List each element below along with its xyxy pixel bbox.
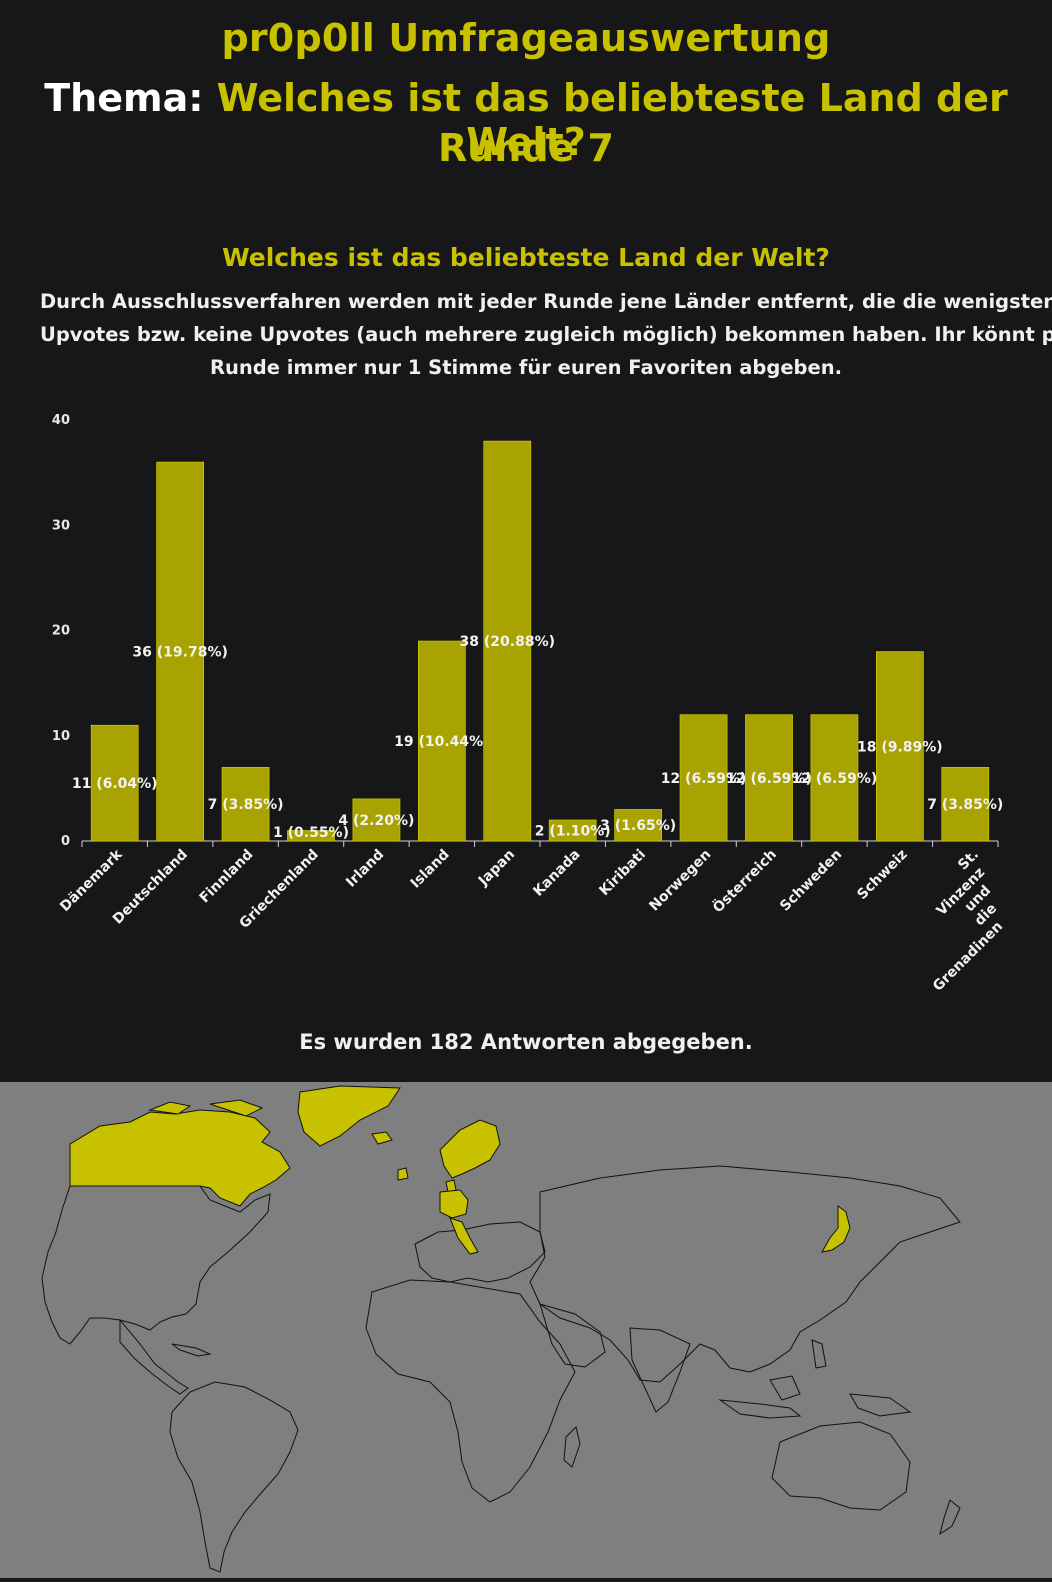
map-philippines bbox=[811, 1339, 827, 1369]
category-label: Finnland bbox=[197, 847, 257, 907]
round-label: Runde 7 bbox=[437, 126, 614, 170]
bar bbox=[876, 651, 924, 842]
data-label: 7 (3.85%) bbox=[927, 797, 1003, 813]
data-label: 3 (1.65%) bbox=[600, 818, 676, 834]
description-line: Upvotes bzw. keine Upvotes (auch mehrere… bbox=[40, 323, 1052, 346]
bar bbox=[483, 440, 532, 842]
map-canadian-arctic bbox=[148, 1099, 264, 1117]
map-madagascar bbox=[563, 1426, 581, 1468]
bar bbox=[418, 640, 466, 842]
category-label-text: Kanada bbox=[530, 847, 583, 900]
bar bbox=[156, 461, 204, 842]
map-asia bbox=[529, 1165, 961, 1383]
category-label-text: Schweiz bbox=[854, 847, 910, 903]
data-label: 19 (10.44%) bbox=[394, 734, 489, 750]
map-caribbean bbox=[171, 1343, 212, 1357]
y-tick-label: 10 bbox=[52, 729, 70, 744]
chart-title: Welches ist das beliebteste Land der Wel… bbox=[222, 243, 830, 272]
data-label: 12 (6.59%) bbox=[661, 771, 747, 787]
chart-description: Durch Ausschlussverfahren werden mit jed… bbox=[40, 285, 1052, 384]
world-map bbox=[0, 1082, 1052, 1578]
category-label: Japan bbox=[475, 847, 518, 890]
data-label: 18 (9.89%) bbox=[857, 739, 943, 755]
category-label-text: Kiribati bbox=[596, 847, 649, 900]
bar bbox=[90, 724, 139, 842]
data-label: 4 (2.20%) bbox=[338, 813, 414, 829]
category-label: Irland bbox=[343, 847, 387, 891]
bar bbox=[810, 714, 859, 842]
data-label: 7 (3.85%) bbox=[208, 797, 284, 813]
data-label: 1 (0.55%) bbox=[273, 825, 349, 841]
map-india bbox=[629, 1327, 691, 1413]
category-label-text: Norwegen bbox=[646, 847, 714, 915]
topic-line: Thema: Welches ist das beliebteste Land … bbox=[0, 76, 1052, 164]
map-arabia bbox=[539, 1303, 606, 1368]
category-label: Österreich bbox=[709, 845, 780, 916]
map-ireland bbox=[397, 1167, 409, 1181]
map-europe bbox=[414, 1221, 546, 1283]
category-label-text: Irland bbox=[343, 847, 387, 891]
bar bbox=[548, 819, 597, 842]
topic-text: Welches ist das beliebteste Land der Wel… bbox=[216, 76, 1008, 164]
category-label-line: Grenadinen bbox=[930, 919, 1006, 995]
map-new-zealand bbox=[939, 1499, 961, 1536]
map-greenland bbox=[297, 1085, 401, 1147]
map-canada bbox=[69, 1109, 291, 1207]
data-label: 38 (20.88%) bbox=[460, 634, 555, 650]
y-tick-label: 20 bbox=[52, 624, 70, 639]
map-germany-austria-switzerland bbox=[439, 1189, 469, 1219]
y-tick-label: 40 bbox=[52, 413, 70, 428]
bar bbox=[745, 714, 793, 842]
bar bbox=[221, 767, 270, 842]
bar bbox=[614, 809, 662, 842]
category-label: Norwegen bbox=[646, 847, 714, 915]
data-label: 2 (1.10%) bbox=[535, 823, 611, 839]
category-label: Kanada bbox=[530, 847, 583, 900]
category-label-text: Österreich bbox=[709, 845, 780, 916]
map-new-guinea bbox=[849, 1393, 912, 1417]
map-borneo bbox=[769, 1375, 801, 1401]
bar bbox=[287, 830, 335, 842]
answers-count: Es wurden 182 Antworten abgegeben. bbox=[299, 1030, 753, 1054]
data-label: 11 (6.04%) bbox=[72, 776, 158, 792]
bar bbox=[352, 798, 401, 842]
map-north-america bbox=[41, 1185, 271, 1345]
bar bbox=[679, 714, 728, 842]
map-africa bbox=[365, 1279, 576, 1503]
y-tick-label: 30 bbox=[52, 518, 70, 533]
category-label: Island bbox=[408, 847, 453, 892]
category-label-text: Island bbox=[408, 847, 453, 892]
category-label: Kiribati bbox=[596, 847, 649, 900]
map-indonesia bbox=[718, 1399, 802, 1419]
category-label: Schweiz bbox=[854, 847, 910, 903]
topic-label: Thema: bbox=[44, 76, 204, 120]
data-label: 12 (6.59%) bbox=[726, 771, 812, 787]
app-title: pr0p0ll Umfrageauswertung bbox=[221, 16, 831, 60]
description-line: Runde immer nur 1 Stimme für euren Favor… bbox=[209, 356, 843, 379]
map-iceland bbox=[371, 1131, 393, 1145]
map-central-america bbox=[119, 1318, 189, 1395]
description-line: Durch Ausschlussverfahren werden mit jed… bbox=[40, 290, 1052, 313]
y-tick-label: 0 bbox=[61, 834, 70, 849]
category-label-text: Finnland bbox=[197, 847, 257, 907]
map-australia bbox=[771, 1421, 911, 1511]
category-label: Schweden bbox=[777, 847, 845, 915]
map-italy bbox=[449, 1217, 479, 1255]
category-label: Dänemark bbox=[57, 846, 126, 915]
map-japan bbox=[821, 1205, 851, 1253]
category-label-text: Schweden bbox=[777, 847, 845, 915]
map-south-america bbox=[169, 1381, 299, 1573]
category-label-text: Dänemark bbox=[57, 846, 126, 915]
map-scandinavia bbox=[439, 1119, 501, 1179]
data-label: 36 (19.78%) bbox=[132, 645, 227, 661]
bar bbox=[941, 767, 990, 842]
data-label: 12 (6.59%) bbox=[792, 771, 878, 787]
category-label-text: Japan bbox=[475, 847, 518, 890]
